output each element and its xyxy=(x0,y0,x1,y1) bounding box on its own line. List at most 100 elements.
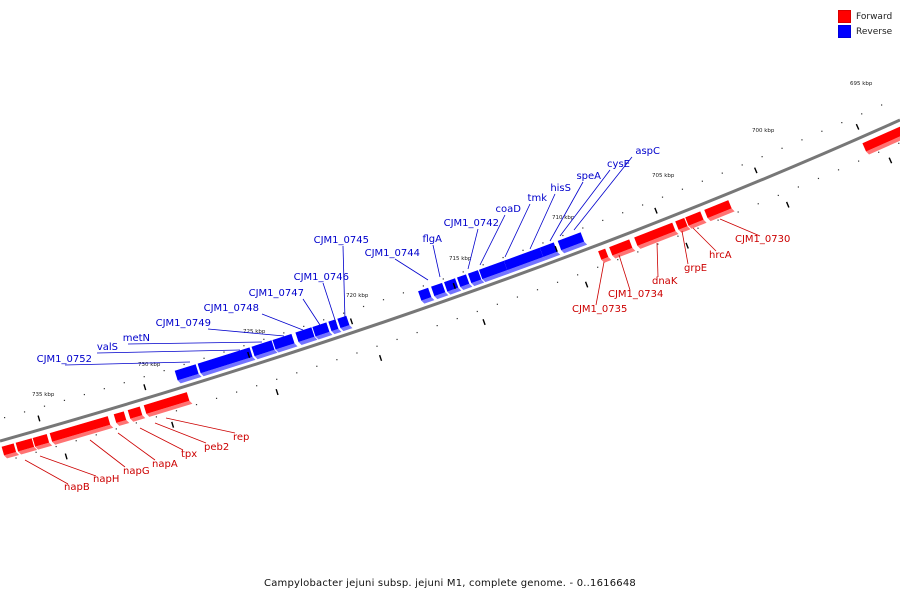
legend-item-reverse: Reverse xyxy=(838,24,892,39)
genome-backbone xyxy=(0,118,900,443)
minor-tick xyxy=(536,289,539,291)
minor-tick xyxy=(183,363,185,366)
forward-gene-label: napH xyxy=(93,474,119,485)
reverse-gene-block xyxy=(295,325,318,346)
leader-line xyxy=(595,261,605,306)
minor-tick xyxy=(761,156,763,158)
tick-label: 710 kbp xyxy=(552,215,575,221)
reverse-gene-label: CJM1_0752 xyxy=(37,354,92,365)
minor-tick xyxy=(878,151,880,153)
leader-line xyxy=(719,218,761,237)
forward-gene-label: dnaK xyxy=(652,276,678,287)
minor-tick xyxy=(482,264,484,266)
minor-tick xyxy=(163,370,165,372)
reverse-gene-block xyxy=(557,230,588,254)
minor-tick xyxy=(582,227,584,229)
minor-tick xyxy=(777,194,779,197)
reverse-gene-block xyxy=(174,362,202,384)
leader-line xyxy=(207,328,285,337)
reverse-gene-block xyxy=(251,338,278,360)
reverse-gene-block xyxy=(467,268,485,287)
forward-gene-block xyxy=(1,441,20,459)
minor-tick xyxy=(837,169,840,171)
minor-tick xyxy=(757,203,759,205)
forward-gene-block xyxy=(127,404,146,422)
minor-tick xyxy=(462,271,464,273)
minor-tick xyxy=(637,251,639,253)
reverse-gene-block xyxy=(539,240,561,260)
minor-tick xyxy=(323,319,325,321)
reverse-gene-label: CJM1_0742 xyxy=(444,218,499,229)
leader-line xyxy=(127,341,263,345)
leader-line xyxy=(529,193,556,250)
minor-tick xyxy=(115,428,117,430)
minor-tick xyxy=(195,404,198,406)
leader-line xyxy=(573,156,633,231)
reverse-gene-label: CJM1_0749 xyxy=(156,318,211,329)
reverse-gene-label: CJM1_0745 xyxy=(314,235,369,246)
minor-tick xyxy=(442,278,444,280)
minor-tick xyxy=(43,405,46,407)
minor-tick xyxy=(577,274,579,276)
minor-tick xyxy=(797,186,799,188)
minor-tick xyxy=(502,256,504,259)
minor-tick xyxy=(135,422,137,424)
minor-tick xyxy=(496,303,498,305)
forward-gene-block xyxy=(15,436,38,455)
minor-tick xyxy=(63,399,66,402)
reverse-gene-label: CJM1_0748 xyxy=(204,303,259,314)
major-tick xyxy=(37,415,41,422)
minor-tick xyxy=(376,345,378,347)
reverse-gene-label: tmk xyxy=(528,193,548,204)
reverse-gene-label: coaD xyxy=(496,204,522,215)
leader-line xyxy=(479,214,506,266)
reverse-swatch xyxy=(838,25,851,38)
tick-label: 715 kbp xyxy=(449,256,472,262)
major-tick xyxy=(349,318,354,325)
minor-tick xyxy=(801,139,803,141)
minor-tick xyxy=(556,281,559,283)
minor-tick xyxy=(95,434,97,436)
minor-tick xyxy=(717,219,719,221)
forward-strand-layer xyxy=(1,124,900,459)
minor-tick xyxy=(343,312,345,314)
reverse-gene-block xyxy=(478,258,511,283)
reverse-gene-label: hisS xyxy=(550,183,571,194)
major-tick xyxy=(554,245,558,253)
leader-line xyxy=(342,245,346,321)
reverse-gene-label: CJM1_0747 xyxy=(249,288,304,299)
major-tick xyxy=(482,318,486,326)
minor-tick xyxy=(83,393,85,396)
tick-layer: 695 kbp 700 kbp 705 kbp 710 kbp 715 kbp 720 k… xyxy=(4,81,900,460)
reverse-gene-label: cysE xyxy=(607,159,630,170)
leader-line xyxy=(117,432,156,461)
leader-line xyxy=(24,459,69,485)
forward-gene-block xyxy=(143,390,193,417)
tick-label: 730 kbp xyxy=(138,362,161,368)
minor-tick xyxy=(4,417,6,419)
forward-gene-label: tpx xyxy=(181,449,197,460)
leader-line xyxy=(432,244,441,278)
leader-line xyxy=(681,230,689,265)
minor-tick xyxy=(622,212,624,214)
forward-gene-label: CJM1_0734 xyxy=(608,289,663,300)
tick-label: 735 kbp xyxy=(32,392,55,398)
minor-tick xyxy=(123,382,125,384)
minor-tick xyxy=(657,243,659,245)
forward-gene-label: napB xyxy=(64,482,90,493)
leader-line xyxy=(549,181,584,242)
forward-gene-block xyxy=(675,215,691,233)
minor-tick xyxy=(542,242,544,244)
major-tick xyxy=(143,384,147,391)
forward-gene-label: CJM1_0730 xyxy=(735,234,790,245)
leader-line xyxy=(64,361,191,366)
minor-tick xyxy=(456,317,458,320)
forward-gene-block xyxy=(685,209,707,229)
major-tick xyxy=(275,388,279,396)
minor-tick xyxy=(75,440,77,442)
leader-line xyxy=(504,203,531,258)
minor-tick xyxy=(677,235,679,237)
minor-tick xyxy=(35,451,37,453)
major-tick xyxy=(584,281,589,288)
